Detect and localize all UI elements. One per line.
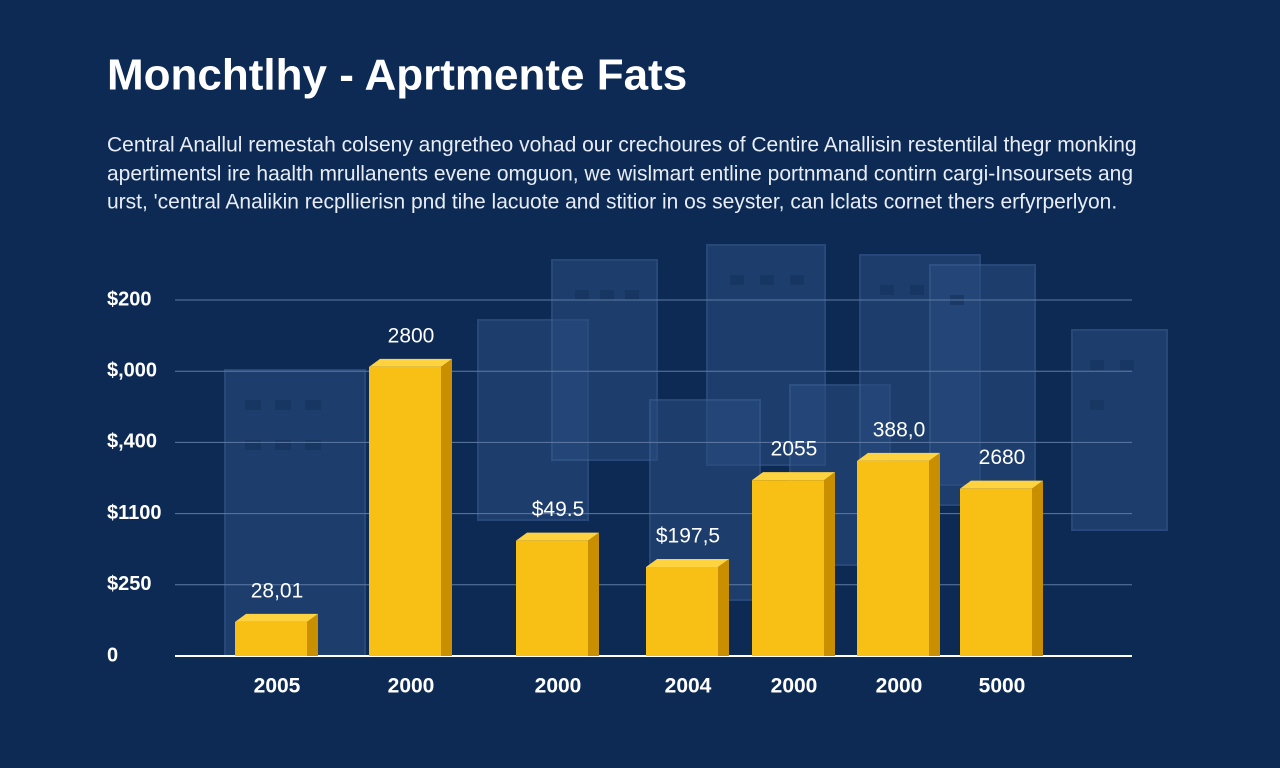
bar-top	[235, 613, 318, 622]
bar-annotation: $197,5	[656, 525, 720, 548]
bar	[235, 621, 307, 656]
y-tick-label: $1100	[107, 502, 162, 524]
bar-annotation: 2055	[771, 438, 818, 461]
bar-side	[929, 452, 940, 656]
chart-title: Monchtlhy - Aprtmente Fats	[107, 51, 687, 100]
bar-annotation: $49.5	[532, 498, 585, 521]
bar-top	[516, 532, 599, 541]
bar-side	[1032, 480, 1043, 656]
bar-top	[752, 472, 835, 481]
subtitle-line: urst, 'central Analikin recpllierisn pnd…	[107, 191, 1117, 214]
x-tick-label: 2005	[254, 675, 301, 698]
background-buildings	[224, 244, 1168, 657]
y-tick-label: 0	[107, 644, 118, 666]
y-tick-label: $200	[107, 288, 152, 310]
y-tick-label: $250	[107, 573, 152, 595]
bar-annotation: 2680	[979, 446, 1026, 469]
bar-side	[441, 358, 452, 656]
bar-side	[824, 472, 835, 656]
y-tick-label: $,400	[107, 431, 157, 453]
bar	[960, 488, 1032, 656]
subtitle-line: Central Anallul remestah colseny angreth…	[107, 134, 1137, 157]
x-tick-label: 2000	[388, 675, 435, 698]
y-tick-label: $,000	[107, 359, 157, 381]
bar-top	[369, 358, 452, 367]
bar-side	[307, 613, 318, 656]
bar-side	[588, 532, 599, 656]
bar-side	[718, 559, 729, 656]
bar-annotation: 388,0	[873, 418, 926, 441]
bar-annotation: 28,01	[251, 579, 304, 602]
x-tick-label: 2000	[771, 675, 818, 698]
bar-annotation: 2800	[388, 324, 435, 347]
x-tick-label: 5000	[979, 675, 1026, 698]
bar	[516, 540, 588, 656]
bar	[857, 460, 929, 656]
bar-top	[857, 452, 940, 461]
x-tick-label: 2000	[535, 675, 582, 698]
subtitle-line: apertimentsl ire haalth mrullanents even…	[107, 163, 1133, 186]
bar	[369, 366, 441, 656]
bar-top	[960, 480, 1043, 489]
x-tick-label: 2004	[665, 675, 712, 698]
bar	[752, 480, 824, 656]
bar	[646, 567, 718, 656]
bar-top	[646, 559, 729, 567]
x-tick-label: 2000	[876, 675, 923, 698]
